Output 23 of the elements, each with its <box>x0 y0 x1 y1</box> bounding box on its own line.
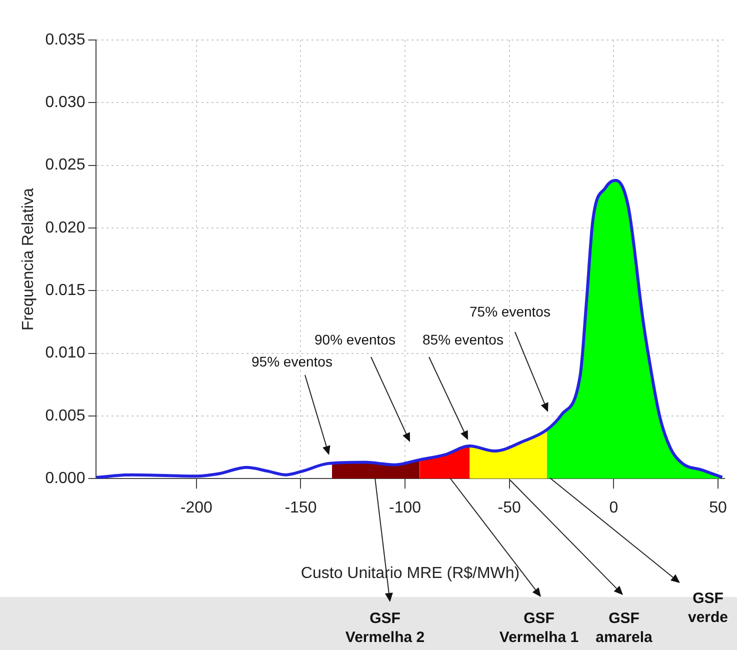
text: GSF amarela <box>596 609 652 647</box>
annotation: 75% eventos <box>470 302 550 322</box>
x-tick-label: -200 <box>180 500 212 517</box>
annotation: 90% eventos <box>314 330 396 350</box>
y-tick-label: 0.030 <box>45 94 86 112</box>
x-tick-label: 0 <box>609 500 618 517</box>
y-tick-label: 0.035 <box>45 31 86 48</box>
text: GSF verde <box>688 589 728 627</box>
y-axis-title: Frequencia Relativa <box>20 188 38 330</box>
y-tick-label: 0.010 <box>45 344 86 362</box>
x-tick-label: -100 <box>389 500 422 517</box>
text: GSF Vermelha 2 <box>345 609 425 647</box>
y-tick-label: 0.005 <box>45 407 86 424</box>
x-tick-label: -50 <box>498 500 522 517</box>
x-tick-label: -150 <box>284 500 317 517</box>
y-tick-label: 0.025 <box>45 156 86 174</box>
x-tick-label: 50 <box>709 500 728 517</box>
annotation: 85% eventos <box>422 330 504 350</box>
text: GSF Vermelha 1 <box>499 609 579 647</box>
y-tick-label: 0.020 <box>45 219 86 236</box>
y-tick-label: 0.015 <box>45 282 86 300</box>
y-tick-label: 0.000 <box>45 470 86 488</box>
annotation: 95% eventos <box>252 352 332 372</box>
